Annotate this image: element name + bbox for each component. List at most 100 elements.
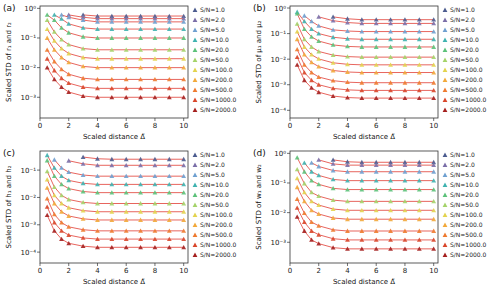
point (403, 21, 408, 25)
point (388, 96, 393, 100)
y-tick (287, 110, 290, 111)
point (302, 13, 307, 17)
point (403, 217, 408, 221)
point (295, 155, 300, 159)
point (95, 19, 100, 23)
legend-label: S/N=500.0 (450, 86, 483, 93)
point (345, 62, 350, 66)
legend-label: S/N=100.0 (200, 211, 233, 218)
point (374, 238, 379, 242)
point (431, 45, 436, 49)
point (302, 70, 307, 74)
point (66, 170, 71, 174)
point (388, 62, 393, 66)
point (388, 45, 393, 49)
point (417, 70, 422, 74)
point (316, 23, 321, 27)
point (52, 193, 57, 197)
point (374, 80, 379, 84)
x-tick (376, 263, 377, 266)
point (45, 205, 50, 209)
point (403, 229, 408, 233)
point (167, 36, 172, 40)
point (124, 237, 129, 241)
point (167, 65, 172, 69)
fit-line (304, 163, 433, 181)
x-tick (68, 263, 69, 266)
point (66, 60, 71, 64)
point (52, 59, 57, 63)
point (153, 47, 158, 51)
point (52, 30, 57, 34)
legend-label: S/N=5.0 (450, 171, 475, 178)
panel-label: (a) (3, 3, 16, 13)
fit-line (47, 68, 184, 98)
point (52, 228, 57, 232)
fit-line (47, 29, 184, 59)
fit-line (47, 199, 184, 231)
point (403, 178, 408, 182)
fit-line (297, 178, 434, 210)
x-tick-label: 8 (403, 122, 407, 130)
point (417, 21, 422, 25)
fit-line (47, 20, 184, 50)
legend-label: S/N=500.0 (200, 231, 233, 238)
point (95, 237, 100, 241)
legend-label: S/N=20.0 (200, 191, 229, 198)
point (431, 21, 436, 25)
point (109, 86, 114, 90)
point (302, 169, 307, 173)
legend-label: S/N=1000.0 (450, 241, 487, 248)
legend-label: S/N=50.0 (200, 56, 229, 63)
x-tick-label: 8 (153, 122, 157, 130)
legend-marker (193, 203, 198, 207)
point (316, 39, 321, 43)
point (45, 153, 50, 157)
point (403, 37, 408, 41)
point (388, 217, 393, 221)
legend-label: S/N=500.0 (450, 231, 483, 238)
point (431, 17, 436, 21)
y-tick-label: 10⁻¹ (21, 167, 37, 175)
point (59, 85, 64, 89)
point (316, 14, 321, 18)
x-axis-label: Scaled distance Δ̃ (83, 278, 145, 286)
y-axis-label: Scaled STD of w₁ and w₂ (255, 164, 263, 250)
point (59, 166, 64, 170)
point (331, 60, 336, 64)
legend-marker (193, 233, 198, 237)
point (138, 36, 143, 40)
x-tick (154, 118, 155, 121)
point (138, 56, 143, 60)
point (345, 36, 350, 40)
y-tick (37, 197, 40, 198)
data-group (45, 13, 186, 100)
point (331, 198, 336, 202)
point (295, 167, 300, 171)
point (95, 95, 100, 99)
point (388, 178, 393, 182)
fit-line (297, 57, 434, 90)
fit-line (304, 16, 433, 32)
point (81, 244, 86, 248)
point (417, 163, 422, 167)
point (66, 214, 71, 218)
point (403, 238, 408, 242)
x-axis-label: Scaled distance Δ̃ (333, 278, 395, 286)
fit-line (47, 160, 184, 192)
point (331, 18, 336, 22)
point (124, 174, 129, 178)
point (81, 85, 86, 89)
point (359, 169, 364, 173)
point (331, 68, 336, 72)
point (417, 169, 422, 173)
point (95, 190, 100, 194)
legend-marker (443, 18, 448, 22)
point (417, 96, 422, 100)
point (167, 201, 172, 205)
fit-line (47, 207, 184, 239)
point (331, 158, 336, 162)
point (331, 177, 336, 181)
fit-line (297, 39, 434, 72)
x-tick-label: 6 (374, 122, 379, 130)
